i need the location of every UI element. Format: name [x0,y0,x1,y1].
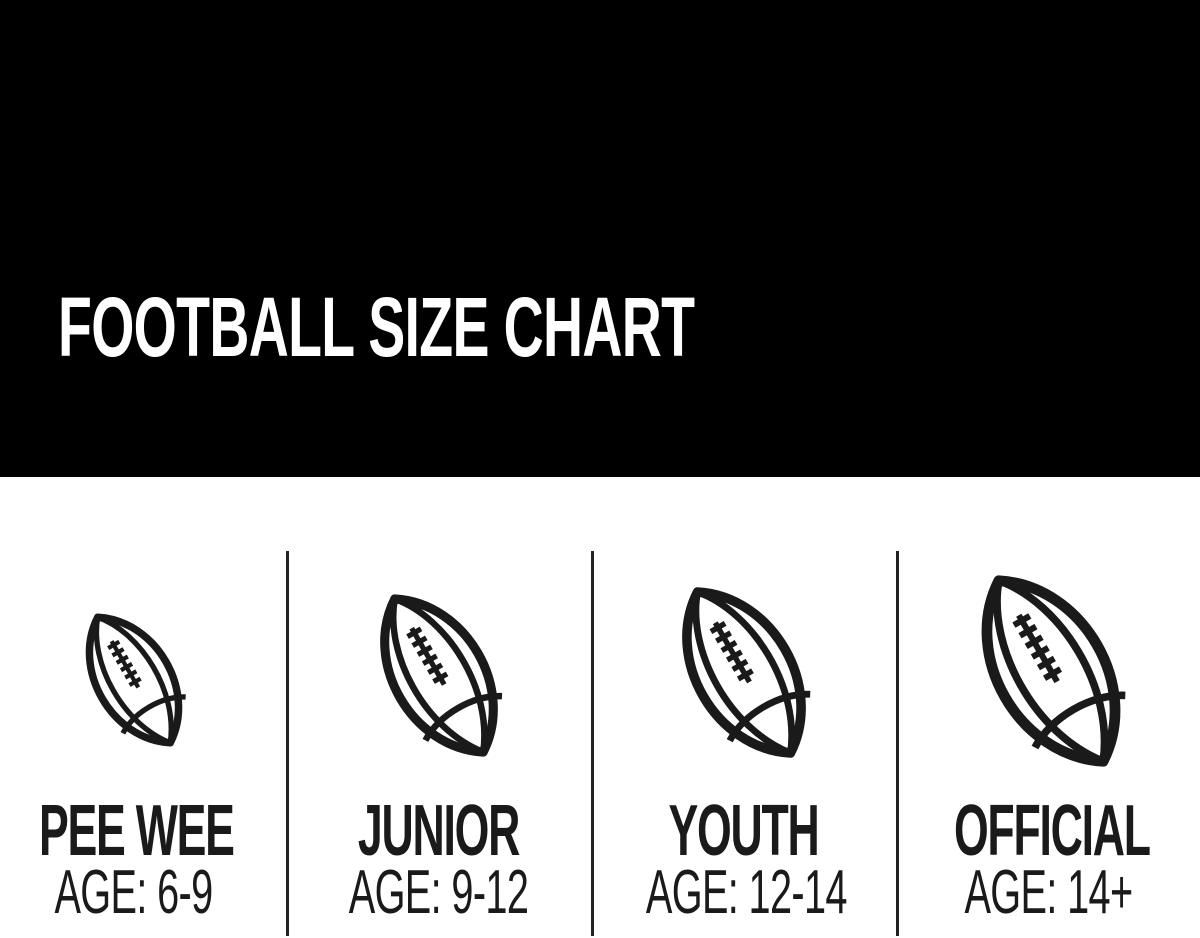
size-age: AGE: 9-12 [348,858,529,927]
page-title: FOOTBALL SIZE CHART [58,280,695,374]
size-name: PEE WEE [38,791,235,871]
column-divider [286,551,289,936]
football-icon [64,600,204,760]
size-age: AGE: 6-9 [54,858,213,927]
column-divider [896,551,899,936]
size-column-junior: JUNIOR AGE: 9-12 [286,540,591,938]
size-age: AGE: 12-14 [645,858,848,927]
football-icon [951,556,1151,786]
header-band: FOOTBALL SIZE CHART [0,0,1200,477]
football-icon [654,570,834,775]
size-name: YOUTH [668,791,819,871]
size-age: AGE: 14+ [964,858,1133,927]
size-name: OFFICIAL [953,791,1151,871]
size-column-pee-wee: PEE WEE AGE: 6-9 [0,540,286,938]
column-divider [591,551,594,936]
size-column-youth: YOUTH AGE: 12-14 [591,540,896,938]
size-name: JUNIOR [357,791,520,871]
football-icon [354,578,524,773]
size-column-official: OFFICIAL AGE: 14+ [896,540,1200,938]
